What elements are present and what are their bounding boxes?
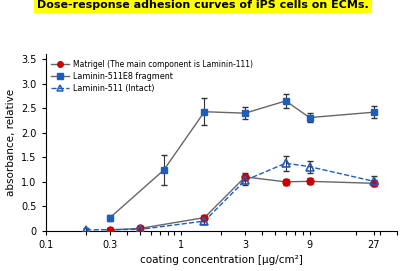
Text: Dose-response adhesion curves of iPS cells on ECMs.: Dose-response adhesion curves of iPS cel… bbox=[37, 0, 368, 10]
Legend: Matrigel (The main component is Laminin-111), Laminin-511E8 fragment, Laminin-51: Matrigel (The main component is Laminin-… bbox=[49, 58, 254, 94]
Y-axis label: absorbance, relative: absorbance, relative bbox=[6, 89, 15, 196]
X-axis label: coating concentration [μg/cm²]: coating concentration [μg/cm²] bbox=[139, 256, 302, 265]
